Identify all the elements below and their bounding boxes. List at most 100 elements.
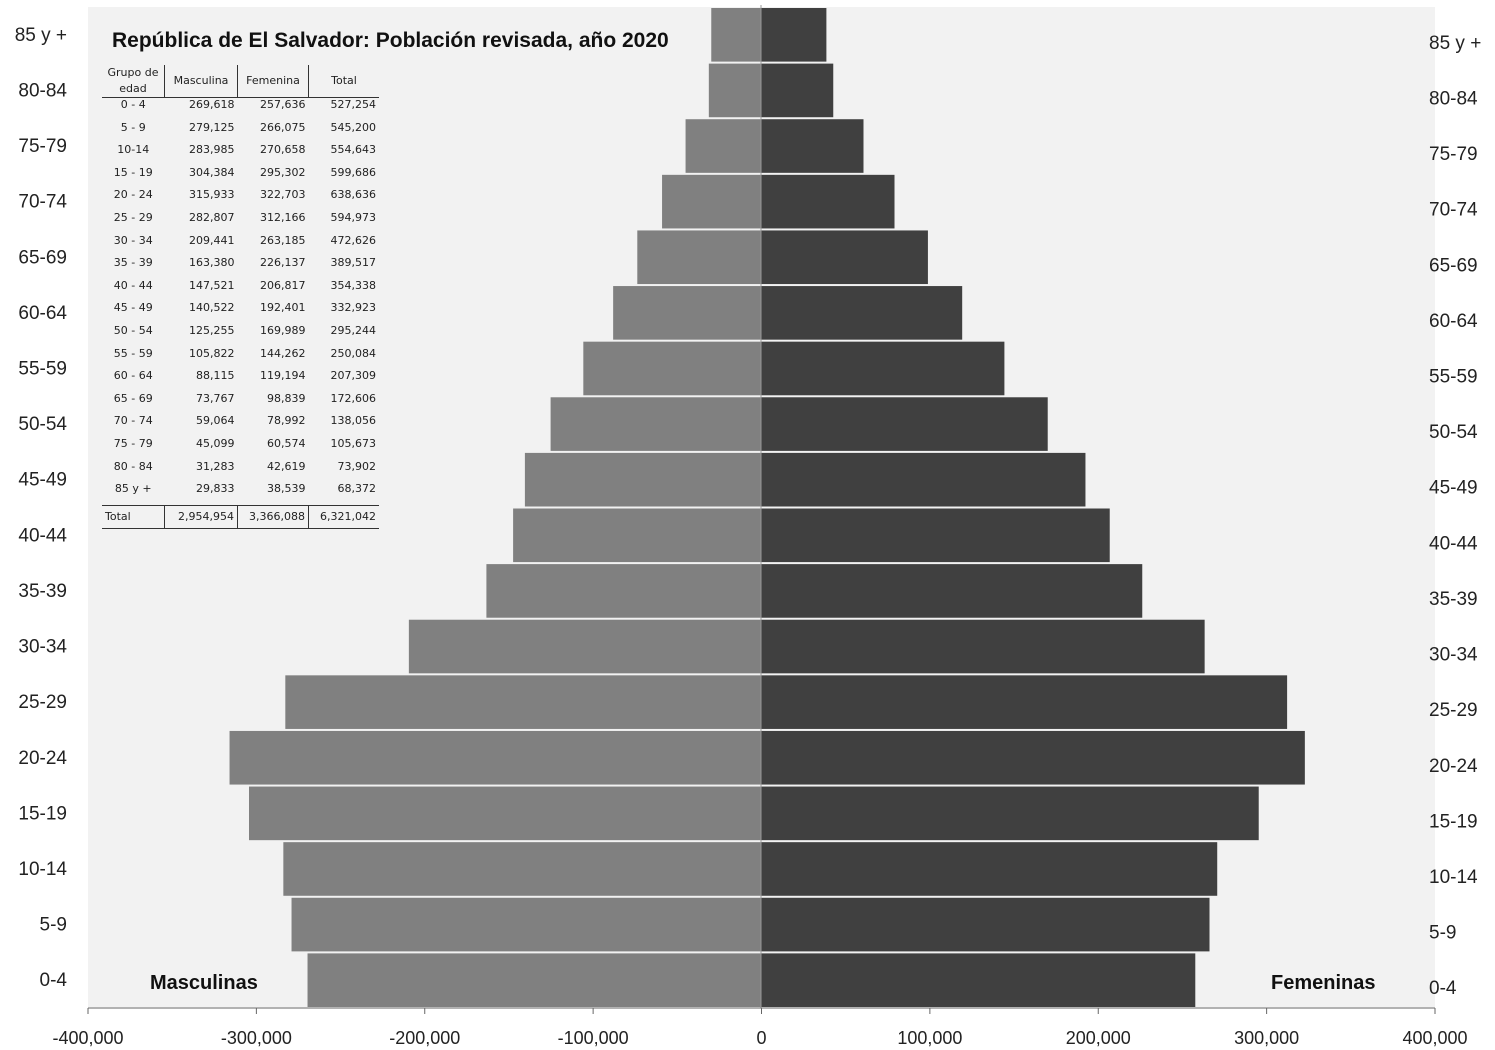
bar-masculinas-60-64 — [613, 286, 762, 340]
table-cell-age-group: 50 - 54 — [113, 323, 153, 337]
bar-femeninas-15-19 — [761, 786, 1259, 841]
bar-femeninas-80-84 — [761, 63, 834, 118]
table-cell-age-group: 15 - 19 — [113, 165, 153, 179]
table-cell-age-group: 55 - 59 — [113, 346, 153, 360]
table-header-row: Grupo de edad Masculina Femenina Total — [102, 65, 379, 98]
table-cell-value: 172,606 — [330, 391, 377, 405]
y-tick-label-left: 70-74 — [18, 192, 67, 213]
table-cell-value: 304,384 — [189, 165, 235, 179]
y-tick-label-right: 75-79 — [1429, 144, 1478, 165]
table-cell-value: 226,137 — [260, 256, 306, 270]
bar-femeninas-10-14 — [761, 842, 1218, 896]
table-cell-value: 250,084 — [330, 346, 377, 360]
bar-femeninas-5-9 — [761, 897, 1210, 952]
y-tick-label-right: 80-84 — [1429, 88, 1478, 109]
bar-masculinas-30-34 — [408, 619, 762, 674]
y-tick-label-right: 45-49 — [1429, 478, 1478, 499]
table-cell-age-group: 0 - 4 — [120, 98, 146, 111]
table-row: 65 - 69 73,767 98,839 172,606 — [102, 392, 379, 415]
table-header: Masculina — [164, 65, 238, 98]
table-cell-value: 257,636 — [260, 98, 306, 111]
table-total-value: 2,954,954 — [164, 504, 238, 530]
bar-masculinas-40-44 — [513, 508, 762, 563]
table-row: 50 - 54 125,255 169,989 295,244 — [102, 324, 379, 347]
table-row: 70 - 74 59,064 78,992 138,056 — [102, 414, 379, 437]
bar-masculinas-35-39 — [486, 564, 762, 618]
table-cell-value: 263,185 — [260, 233, 306, 247]
y-tick-label-right: 60-64 — [1429, 311, 1478, 332]
table-cell-value: 78,992 — [267, 414, 306, 428]
table-row: 5 - 9 279,125 266,075 545,200 — [102, 121, 379, 144]
y-tick-label-left: 30-34 — [18, 637, 67, 658]
table-cell-value: 98,839 — [267, 391, 306, 405]
bar-femeninas-70-74 — [761, 174, 895, 229]
x-tick-label: -100,000 — [558, 1028, 629, 1048]
y-tick-label-left: 65-69 — [18, 247, 67, 268]
table-cell-value: 105,822 — [189, 346, 235, 360]
table-cell-value: 169,989 — [260, 323, 306, 337]
table-cell-age-group: 65 - 69 — [113, 391, 153, 405]
table-cell-value: 45,099 — [196, 436, 235, 450]
table-cell-value: 332,923 — [330, 301, 377, 315]
bar-femeninas-60-64 — [761, 286, 963, 340]
table-header: Femenina — [237, 65, 309, 98]
bar-femeninas-45-49 — [761, 452, 1086, 507]
bar-femeninas-25-29 — [761, 675, 1288, 729]
bar-masculinas-10-14 — [283, 842, 762, 896]
bar-masculinas-80-84 — [708, 63, 762, 118]
y-tick-label-left: 55-59 — [18, 358, 67, 379]
table-cell-value: 38,539 — [267, 482, 306, 496]
table-row: 20 - 24 315,933 322,703 638,636 — [102, 188, 379, 211]
y-tick-label-left: 80-84 — [18, 80, 67, 101]
table-cell-value: 270,658 — [260, 143, 306, 157]
table-cell-value: 60,574 — [267, 436, 306, 450]
y-tick-label-left: 10-14 — [18, 859, 67, 880]
bar-femeninas-55-59 — [761, 341, 1005, 396]
y-tick-label-right: 50-54 — [1429, 422, 1478, 443]
bar-masculinas-45-49 — [524, 452, 762, 507]
table-cell-value: 554,643 — [330, 143, 377, 157]
table-cell-value: 389,517 — [330, 256, 377, 270]
table-row: 10-14 283,985 270,658 554,643 — [102, 143, 379, 166]
table-row: 75 - 79 45,099 60,574 105,673 — [102, 437, 379, 460]
y-tick-label-left: 50-54 — [18, 414, 67, 435]
table-total-value: 6,321,042 — [308, 504, 379, 530]
bar-femeninas-20-24 — [761, 730, 1305, 785]
table-row: 85 y + 29,833 38,539 68,372 — [102, 482, 379, 505]
table-cell-value: 207,309 — [330, 369, 377, 383]
bar-masculinas-70-74 — [662, 174, 762, 229]
bar-femeninas-75-79 — [761, 119, 864, 173]
table-cell-value: 73,902 — [337, 459, 377, 473]
table-cell-age-group: 5 - 9 — [120, 120, 146, 134]
y-tick-label-right: 20-24 — [1429, 756, 1478, 777]
bar-femeninas-35-39 — [761, 564, 1143, 618]
table-cell-value: 527,254 — [330, 98, 377, 111]
table-cell-value: 42,619 — [267, 459, 306, 473]
table-cell-value: 282,807 — [189, 210, 235, 224]
table-row: 30 - 34 209,441 263,185 472,626 — [102, 234, 379, 257]
table-row: 60 - 64 88,115 119,194 207,309 — [102, 369, 379, 392]
x-tick-label: 300,000 — [1234, 1028, 1299, 1048]
table-cell-value: 105,673 — [330, 436, 377, 450]
table-row: 80 - 84 31,283 42,619 73,902 — [102, 460, 379, 483]
table-header: Total — [308, 65, 379, 98]
table-cell-age-group: 60 - 64 — [113, 369, 153, 383]
table-cell-value: 295,302 — [260, 165, 306, 179]
table-cell-age-group: 80 - 84 — [113, 459, 153, 473]
y-tick-label-left: 45-49 — [18, 470, 67, 491]
table-cell-value: 209,441 — [189, 233, 235, 247]
table-cell-age-group: 40 - 44 — [113, 278, 153, 292]
table-cell-value: 88,115 — [196, 369, 235, 383]
y-tick-label-right: 15-19 — [1429, 811, 1478, 832]
table-cell-value: 312,166 — [260, 210, 306, 224]
table-total-value: 3,366,088 — [237, 504, 309, 530]
bar-masculinas-25-29 — [285, 675, 762, 729]
bar-femeninas-0-4 — [761, 953, 1196, 1007]
x-tick-label: 0 — [756, 1028, 766, 1048]
y-tick-label-left: 40-44 — [18, 525, 67, 546]
table-cell-value: 163,380 — [189, 256, 235, 270]
table-row: 0 - 4 269,618 257,636 527,254 — [102, 98, 379, 121]
table-cell-value: 472,626 — [330, 233, 377, 247]
table-cell-age-group: 75 - 79 — [113, 436, 153, 450]
table-cell-value: 73,767 — [196, 391, 235, 405]
